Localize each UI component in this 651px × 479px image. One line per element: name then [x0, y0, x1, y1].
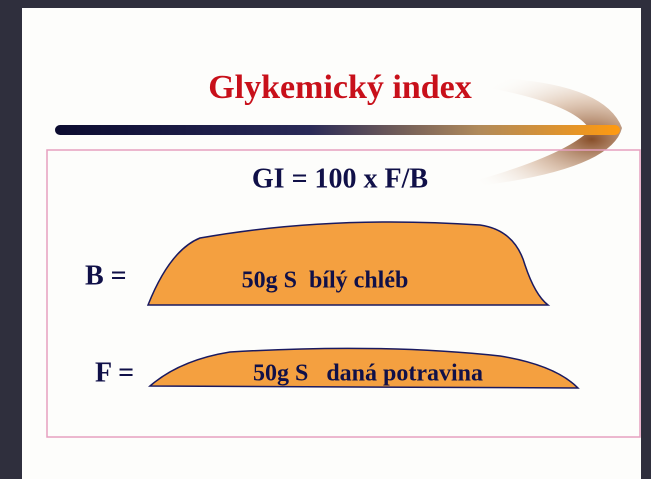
slide-title: Glykemický index — [208, 69, 472, 106]
formula: GI = 100 x F/B — [252, 163, 428, 194]
slide-view: Glykemický index GI = 100 x F/B B = 50g … — [0, 0, 651, 479]
row-label: B = — [85, 260, 127, 291]
row-text: 50g S bílý chléb — [242, 268, 409, 294]
row-label: F = — [95, 357, 134, 388]
comet-bar — [55, 125, 620, 135]
row-text: 50g S daná potravina — [253, 361, 483, 387]
